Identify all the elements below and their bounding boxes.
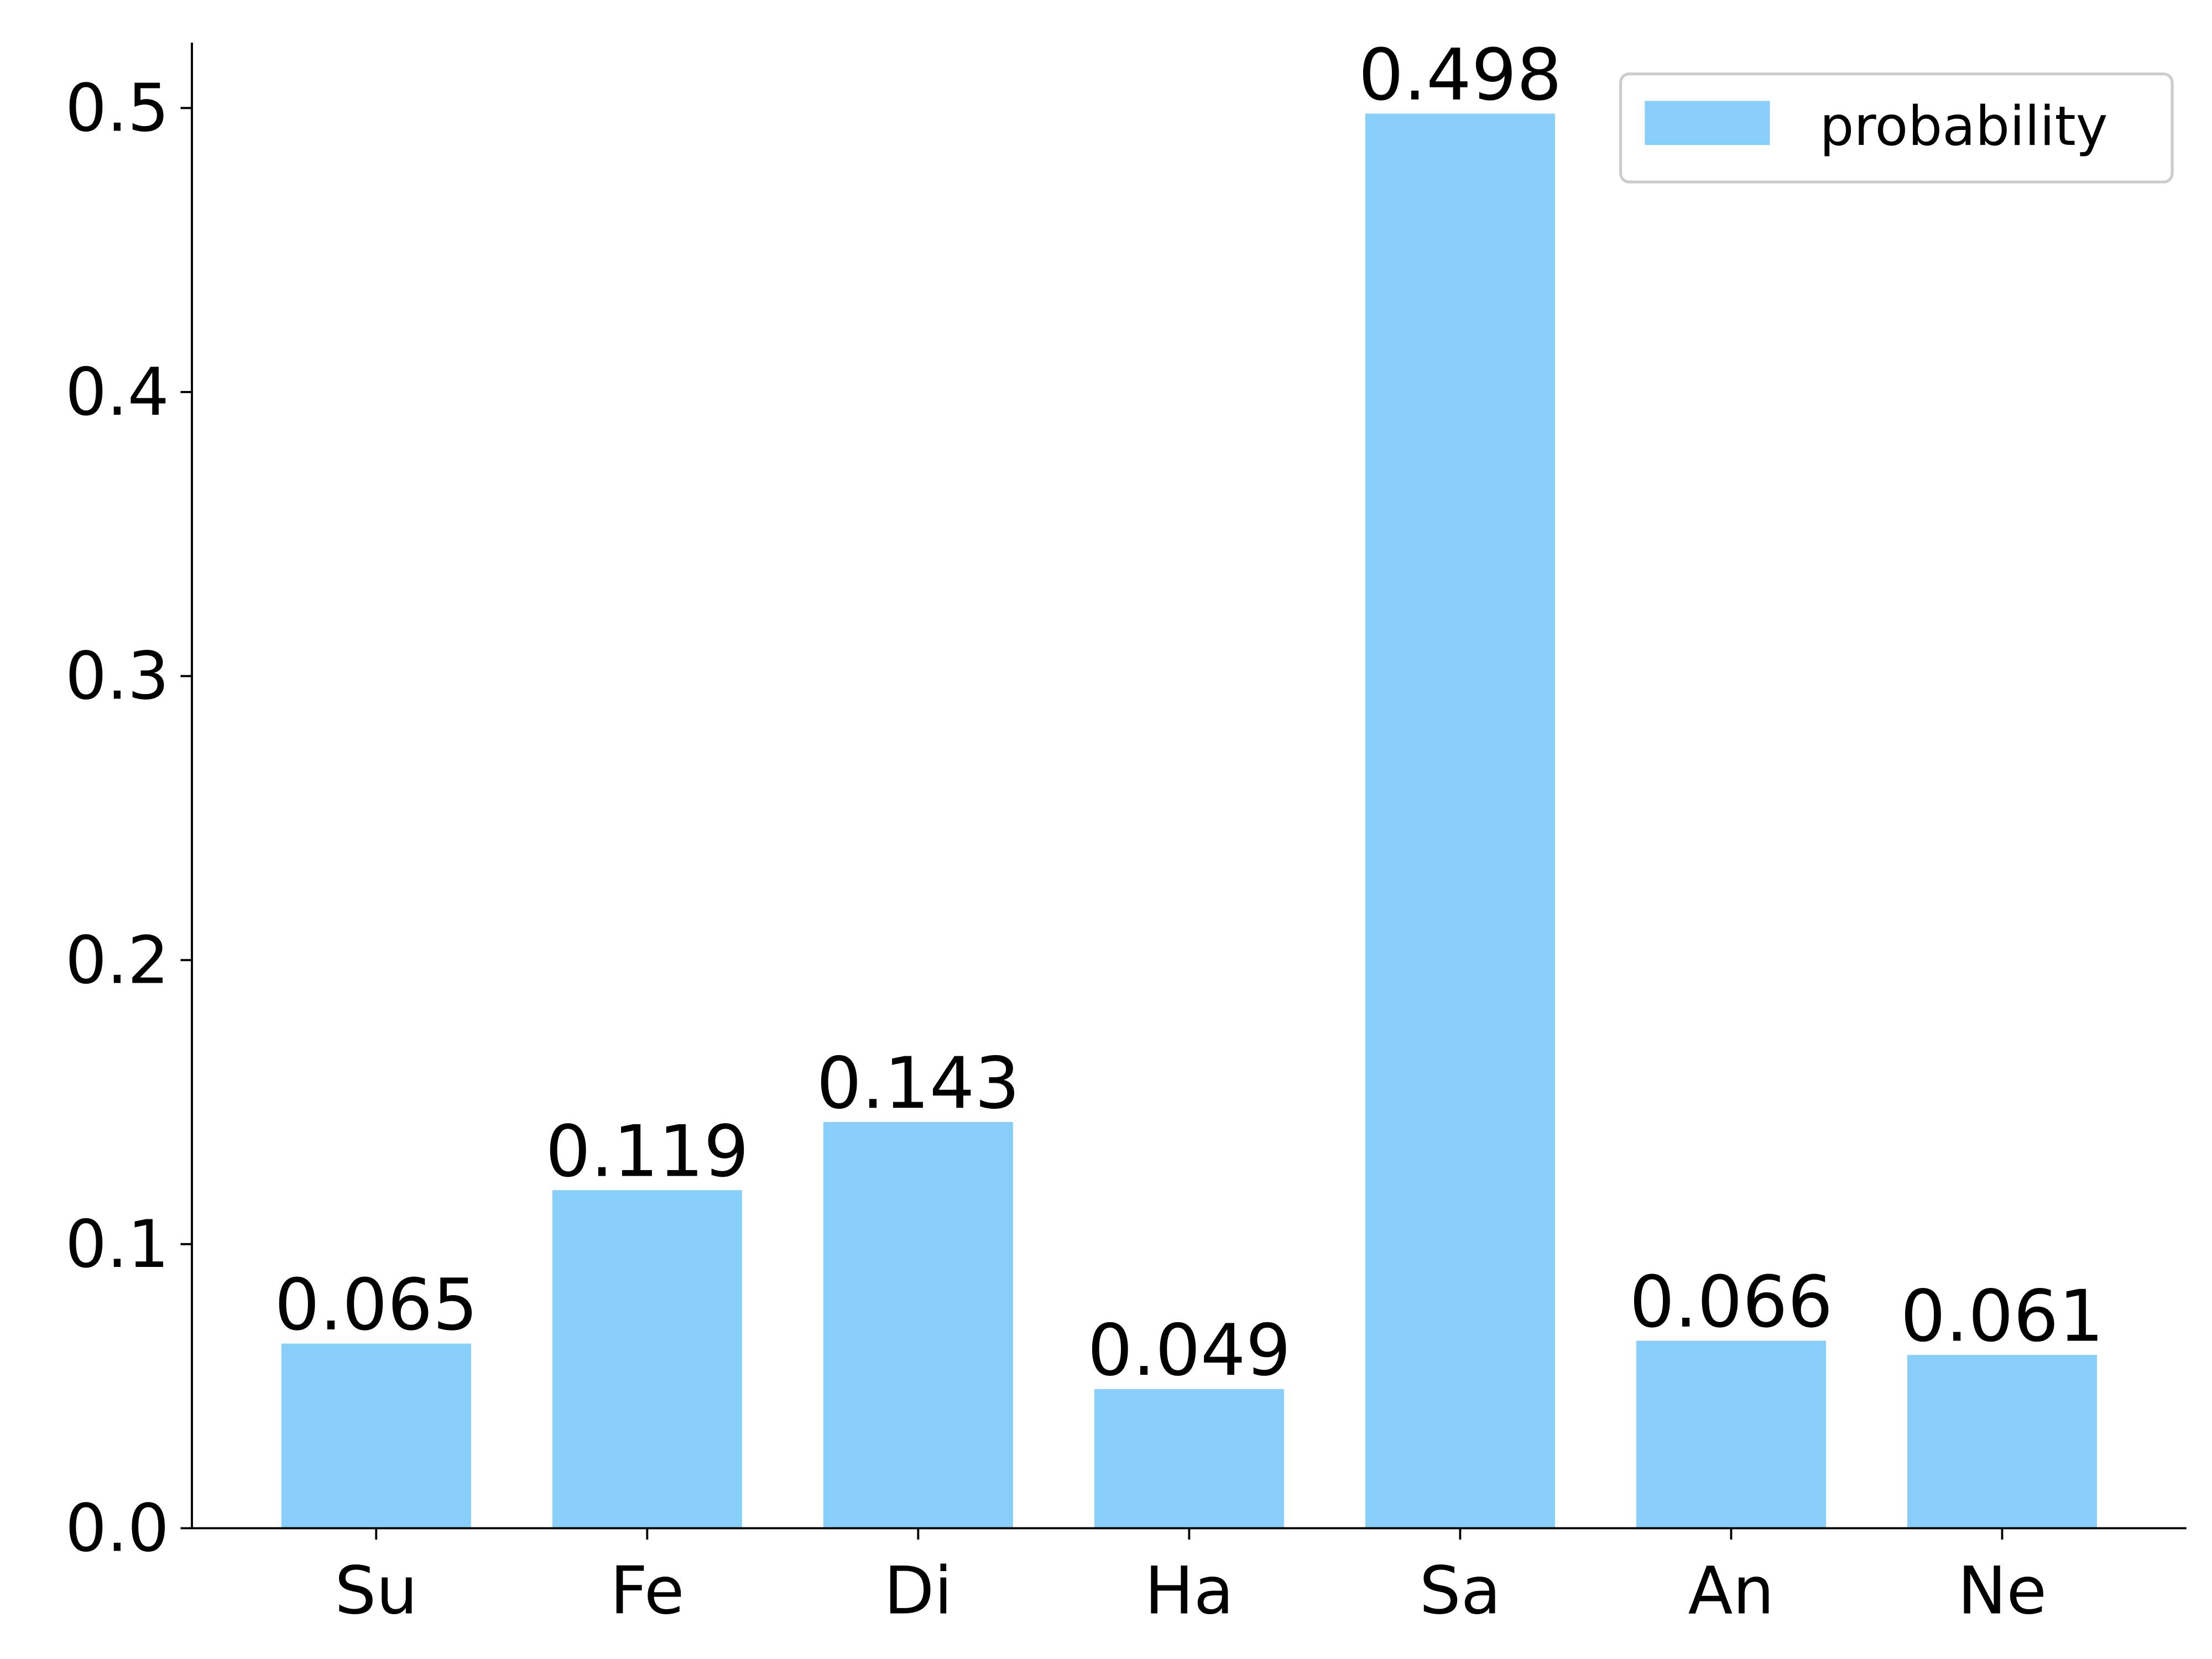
- value-label: 0.065: [274, 1264, 478, 1347]
- x-tick-label: Su: [335, 1553, 418, 1629]
- x-tick-label: An: [1688, 1553, 1775, 1629]
- bar: [1636, 1340, 1826, 1528]
- y-tick-label: 0.5: [65, 70, 169, 146]
- bar: [823, 1121, 1013, 1528]
- bar: [552, 1190, 742, 1528]
- legend-swatch: [1645, 101, 1770, 145]
- value-label: 0.119: [545, 1111, 749, 1193]
- x-tick-label: Fe: [610, 1553, 684, 1629]
- bar: [1365, 113, 1555, 1528]
- y-tick-label: 0.3: [65, 638, 169, 714]
- y-tick-label: 0.1: [65, 1206, 169, 1282]
- value-label: 0.143: [816, 1042, 1020, 1125]
- x-tick-label: Ha: [1145, 1553, 1234, 1629]
- value-label: 0.498: [1358, 34, 1562, 117]
- value-label: 0.066: [1630, 1261, 1833, 1344]
- x-tick-label: Sa: [1420, 1553, 1501, 1629]
- bar: [1907, 1355, 2098, 1528]
- y-tick-label: 0.4: [65, 354, 169, 430]
- value-label: 0.049: [1087, 1310, 1291, 1392]
- y-tick-label: 0.2: [65, 922, 169, 998]
- value-label: 0.061: [1901, 1275, 2104, 1358]
- bar: [1094, 1389, 1284, 1528]
- y-tick-label: 0.0: [65, 1490, 169, 1567]
- x-tick-label: Di: [884, 1553, 952, 1629]
- x-tick-label: Ne: [1958, 1553, 2047, 1629]
- legend-label: probability: [1819, 95, 2107, 158]
- bar: [281, 1343, 471, 1528]
